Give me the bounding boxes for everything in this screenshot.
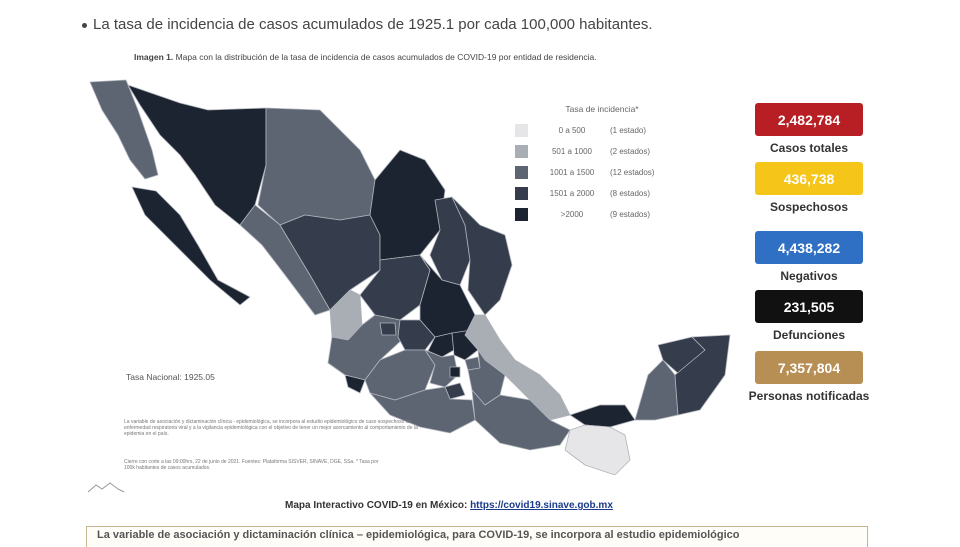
stat-value-box: 2,482,784 [755, 103, 863, 136]
intro-bullet: La tasa de incidencia de casos acumulado… [82, 16, 653, 33]
legend-row: 0 a 500 (1 estado) [515, 120, 683, 141]
stat-value-box: 436,738 [755, 162, 863, 195]
link-label: Mapa Interactivo COVID-19 en México: [285, 500, 468, 511]
legend-range: 1001 a 1500 [549, 168, 595, 177]
legend-count: (9 estados) [610, 210, 651, 219]
legend-range: 0 a 500 [558, 126, 586, 135]
caption-text: Mapa con la distribución de la tasa de i… [175, 52, 597, 62]
state-guerrero[interactable] [369, 386, 476, 434]
mountain-logo-icon [87, 482, 125, 493]
legend-count: (8 estados) [610, 189, 651, 198]
stat-label: Sospechosos [769, 200, 849, 214]
cut-text: Cierre con corte a las 09:00hrs, 22 de j… [124, 459, 379, 471]
state-campeche[interactable] [634, 359, 679, 421]
legend-swatch [515, 124, 528, 137]
legend-range: 1501 a 2000 [549, 189, 595, 198]
legend-row: 1001 a 1500 (12 estados) [515, 162, 683, 183]
state-baja-california[interactable] [89, 79, 159, 180]
stat-label: Casos totales [769, 141, 849, 155]
state-aguascalientes[interactable] [379, 322, 397, 336]
legend-row: >2000 (9 estados) [515, 204, 683, 225]
stat-value-box: 4,438,282 [755, 231, 863, 264]
legend-row: 1501 a 2000 (8 estados) [515, 183, 683, 204]
interactive-map-line: Mapa Interactivo COVID-19 en México: htt… [285, 500, 613, 511]
state-tamaulipas[interactable] [451, 196, 513, 316]
stat-personas-notificadas: 7,357,804 Personas notificadas [749, 351, 869, 403]
legend-swatch [515, 145, 528, 158]
legend-count: (2 estados) [610, 147, 651, 156]
legend-row: 501 a 1000 (2 estados) [515, 141, 683, 162]
map-legend: Tasa de incidencia* 0 a 500 (1 estado) 50… [515, 104, 683, 225]
stat-value-box: 7,357,804 [755, 351, 863, 384]
stat-label: Defunciones [772, 328, 845, 342]
map-caption: Imagen 1. Mapa con la distribución de la… [134, 52, 597, 62]
state-baja-california-sur[interactable] [131, 186, 251, 306]
bullet-dot [82, 22, 87, 28]
state-tabasco[interactable] [569, 404, 636, 428]
legend-swatch [515, 187, 528, 200]
notes-text: La variable de asociación y dictaminació… [124, 419, 418, 437]
bottom-info-box: La variable de asociación y dictaminació… [86, 526, 868, 547]
stat-negativos: 4,438,282 Negativos [755, 231, 863, 283]
state-queretaro[interactable] [427, 332, 455, 358]
state-chiapas[interactable] [564, 424, 631, 475]
legend-swatch [515, 208, 528, 221]
state-colima[interactable] [344, 374, 366, 394]
legend-count: (12 estados) [610, 168, 655, 177]
state-coahuila[interactable] [369, 149, 446, 261]
legend-swatch [515, 166, 528, 179]
stat-label: Negativos [780, 269, 838, 283]
stat-casos-totales: 2,482,784 Casos totales [755, 103, 863, 155]
caption-label: Imagen 1. [134, 52, 174, 62]
mexico-map [89, 79, 731, 475]
legend-title: Tasa de incidencia* [565, 104, 639, 114]
stat-defunciones: 231,505 Defunciones [755, 290, 863, 342]
stat-label: Personas notificadas [748, 389, 870, 403]
bottom-text: La variable de asociación y dictaminació… [97, 529, 740, 541]
legend-range: >2000 [560, 210, 584, 219]
stat-sospechosos: 436,738 Sospechosos [755, 162, 863, 214]
legend-count: (1 estado) [610, 126, 647, 135]
state-ciudad-de-mexico[interactable] [449, 366, 461, 378]
stat-value-box: 231,505 [755, 290, 863, 323]
state-estado-de-mexico[interactable] [424, 349, 459, 388]
state-quintana-roo[interactable] [674, 334, 731, 416]
national-rate: Tasa Nacional: 1925.05 [126, 372, 215, 382]
interactive-map-link[interactable]: https://covid19.sinave.gob.mx [470, 500, 613, 511]
state-chihuahua[interactable] [257, 107, 376, 226]
legend-range: 501 a 1000 [551, 147, 593, 156]
intro-text: La tasa de incidencia de casos acumulado… [93, 16, 653, 33]
